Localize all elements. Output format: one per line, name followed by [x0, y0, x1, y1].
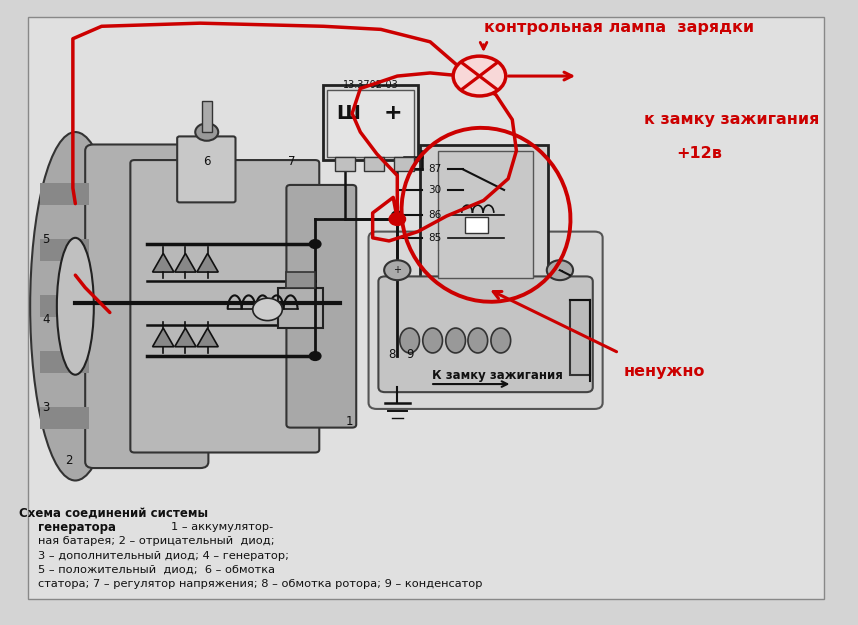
FancyBboxPatch shape	[27, 17, 825, 599]
Text: –: –	[557, 265, 563, 275]
Text: Схема соединений системы: Схема соединений системы	[20, 506, 208, 519]
Text: 5: 5	[42, 232, 50, 246]
Polygon shape	[196, 328, 218, 347]
Bar	[278, 288, 323, 328]
Text: 13.3702-03: 13.3702-03	[342, 80, 398, 90]
Text: ная батарея; 2 – отрицательный  диод;: ная батарея; 2 – отрицательный диод;	[38, 536, 275, 546]
Bar	[465, 217, 487, 233]
Circle shape	[384, 260, 410, 280]
Text: 1: 1	[346, 415, 353, 428]
Text: К замку зажигания: К замку зажигания	[432, 369, 563, 382]
Text: 87: 87	[428, 164, 442, 174]
Circle shape	[391, 211, 403, 220]
Text: 30: 30	[428, 185, 442, 195]
Text: 3: 3	[42, 401, 50, 414]
Circle shape	[453, 56, 505, 96]
FancyBboxPatch shape	[178, 136, 235, 202]
Polygon shape	[175, 253, 196, 272]
Text: 4: 4	[42, 314, 50, 326]
Text: 85: 85	[428, 234, 442, 244]
FancyBboxPatch shape	[378, 276, 593, 392]
Ellipse shape	[196, 123, 218, 141]
Text: к замку зажигания: к замку зажигания	[644, 112, 819, 127]
Bar	[40, 351, 89, 374]
FancyBboxPatch shape	[85, 144, 208, 468]
Bar	[202, 101, 212, 132]
Ellipse shape	[30, 132, 120, 481]
Ellipse shape	[446, 328, 466, 353]
Bar	[438, 151, 533, 278]
Text: 1 – аккумулятор-: 1 – аккумулятор-	[172, 522, 274, 532]
Bar	[40, 183, 89, 206]
Ellipse shape	[57, 238, 94, 375]
Polygon shape	[175, 328, 196, 347]
Bar	[420, 144, 547, 284]
Circle shape	[310, 352, 321, 361]
Bar	[328, 90, 414, 157]
Bar	[287, 272, 315, 288]
FancyBboxPatch shape	[287, 185, 356, 428]
Polygon shape	[153, 328, 174, 347]
Bar	[40, 295, 89, 318]
Circle shape	[547, 260, 573, 280]
FancyBboxPatch shape	[369, 232, 602, 409]
Ellipse shape	[400, 328, 420, 353]
Bar	[40, 239, 89, 261]
Bar	[365, 157, 384, 171]
Text: 2: 2	[65, 454, 73, 467]
FancyBboxPatch shape	[130, 160, 319, 452]
Text: 86: 86	[428, 211, 442, 221]
Text: 6: 6	[203, 156, 210, 168]
Text: +: +	[384, 103, 402, 123]
Text: 7: 7	[288, 156, 296, 168]
Text: контрольная лампа  зарядки: контрольная лампа зарядки	[484, 20, 753, 35]
Circle shape	[253, 298, 282, 321]
Text: Ш: Ш	[336, 104, 360, 123]
Ellipse shape	[491, 328, 511, 353]
Ellipse shape	[468, 328, 487, 353]
Text: генератора: генератора	[38, 521, 116, 534]
Text: +12в: +12в	[677, 146, 722, 161]
Text: +: +	[393, 265, 402, 275]
Polygon shape	[196, 253, 218, 272]
Bar	[323, 86, 418, 160]
Circle shape	[389, 213, 406, 226]
Text: 9: 9	[407, 348, 414, 361]
Bar	[394, 157, 414, 171]
Polygon shape	[153, 253, 174, 272]
Ellipse shape	[423, 328, 443, 353]
Bar	[335, 157, 354, 171]
Circle shape	[310, 240, 321, 248]
Text: 3 – дополнительный диод; 4 – генератор;: 3 – дополнительный диод; 4 – генератор;	[38, 551, 288, 561]
Bar	[570, 300, 590, 375]
Text: ненужно: ненужно	[623, 364, 704, 379]
Text: 5 – положительный  диод;  6 – обмотка: 5 – положительный диод; 6 – обмотка	[38, 565, 275, 575]
Bar	[40, 407, 89, 429]
Text: 8: 8	[388, 348, 396, 361]
Text: статора; 7 – регулятор напряжения; 8 – обмотка ротора; 9 – конденсатор: статора; 7 – регулятор напряжения; 8 – о…	[38, 579, 482, 589]
